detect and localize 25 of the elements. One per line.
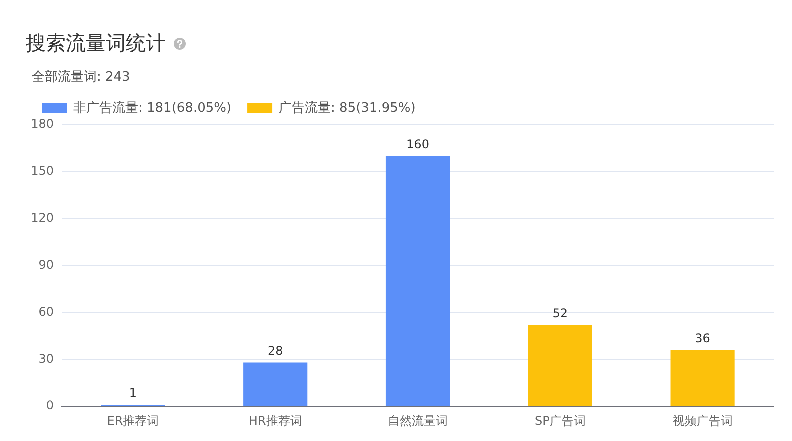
- x-tick-label: 自然流量词: [388, 414, 448, 428]
- y-tick-label: 60: [38, 304, 54, 319]
- bar: [386, 156, 450, 406]
- data-label: 52: [552, 306, 568, 320]
- y-tick-label: 30: [38, 352, 54, 366]
- legend-label: 非广告流量: 181(68.05%): [74, 100, 232, 116]
- bar: [670, 350, 735, 406]
- y-tick-label: 120: [31, 210, 54, 225]
- data-label: 160: [406, 137, 430, 152]
- chart-subtitle: 全部流量词: 243: [32, 69, 130, 86]
- x-tick-label: ER推荐词: [107, 414, 160, 428]
- data-label: 36: [695, 331, 710, 346]
- chart-title: 搜索流量词统计: [26, 30, 166, 57]
- bar: [244, 362, 308, 406]
- data-label: 28: [268, 344, 284, 358]
- x-tick-label: SP广告词: [534, 414, 586, 428]
- x-tick-label: 视频广告词: [672, 414, 733, 428]
- y-tick-label: 180: [31, 117, 54, 132]
- data-label: 1: [129, 386, 138, 400]
- y-tick-label: 0: [46, 398, 54, 413]
- y-tick-label: 90: [38, 258, 54, 272]
- x-tick-label: HR推荐词: [248, 414, 302, 428]
- bar: [528, 325, 592, 406]
- legend-label: 广告流量: 85(31.95%): [279, 100, 416, 116]
- y-tick-label: 150: [31, 164, 54, 178]
